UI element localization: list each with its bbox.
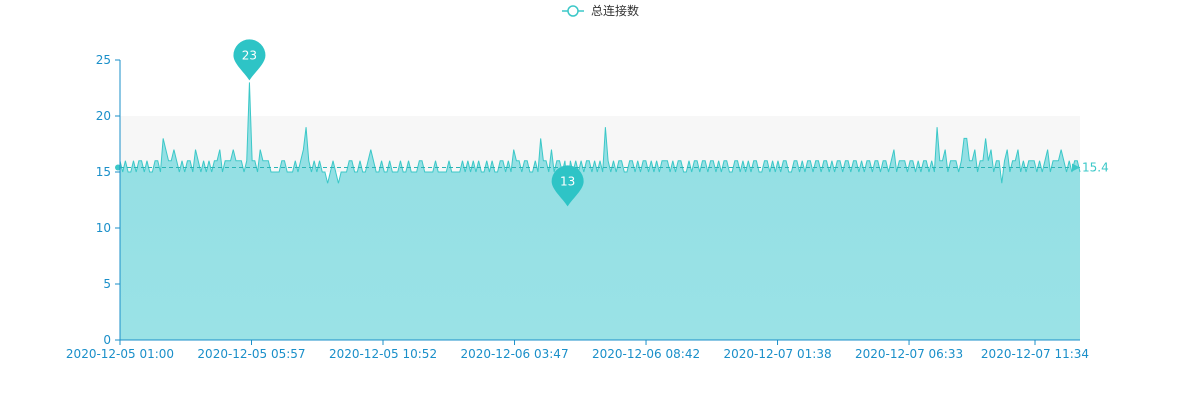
- x-axis-ticks: 2020-12-05 01:00 2020-12-05 05:57 2020-12-…: [66, 340, 1089, 361]
- x-tick-label: 2020-12-05 10:52: [329, 347, 437, 361]
- x-tick-label: 2020-12-05 05:57: [197, 347, 305, 361]
- y-tick-label: 10: [96, 221, 111, 235]
- max-marker-label: 23: [242, 48, 257, 62]
- max-marker: 23: [233, 39, 266, 81]
- x-tick-label: 2020-12-07 06:33: [855, 347, 963, 361]
- y-tick-label: 15: [96, 165, 111, 179]
- markers: 23 13: [233, 39, 584, 207]
- y-axis-ticks: 0 5 10 15 20 25: [96, 53, 120, 347]
- y-tick-label: 5: [103, 277, 111, 291]
- max-marker-shape: [233, 39, 266, 81]
- series-line[interactable]: [119, 82, 1081, 195]
- average-line-group: 15.4: [115, 161, 1109, 175]
- x-tick-label: 2020-12-06 08:42: [592, 347, 700, 361]
- min-marker: 13: [551, 165, 584, 207]
- y-tick-label: 20: [96, 109, 111, 123]
- y-tick-label: 0: [103, 333, 111, 347]
- average-line-label: 15.4: [1082, 161, 1109, 175]
- y-tick-label: 25: [96, 53, 111, 67]
- x-tick-label: 2020-12-06 03:47: [460, 347, 568, 361]
- min-marker-label: 13: [560, 174, 575, 188]
- legend[interactable]: 总连接数: [562, 3, 639, 18]
- axes: [119, 60, 1080, 341]
- legend-label: 总连接数: [591, 3, 639, 18]
- legend-circle-icon: [567, 5, 579, 17]
- x-tick-label: 2020-12-05 01:00: [66, 347, 174, 361]
- x-tick-label: 2020-12-07 01:38: [723, 347, 831, 361]
- min-marker-shape: [551, 165, 584, 207]
- x-tick-label: 2020-12-07 11:34: [981, 347, 1089, 361]
- average-line-arrow: [1072, 163, 1080, 172]
- series-area: [120, 82, 1080, 341]
